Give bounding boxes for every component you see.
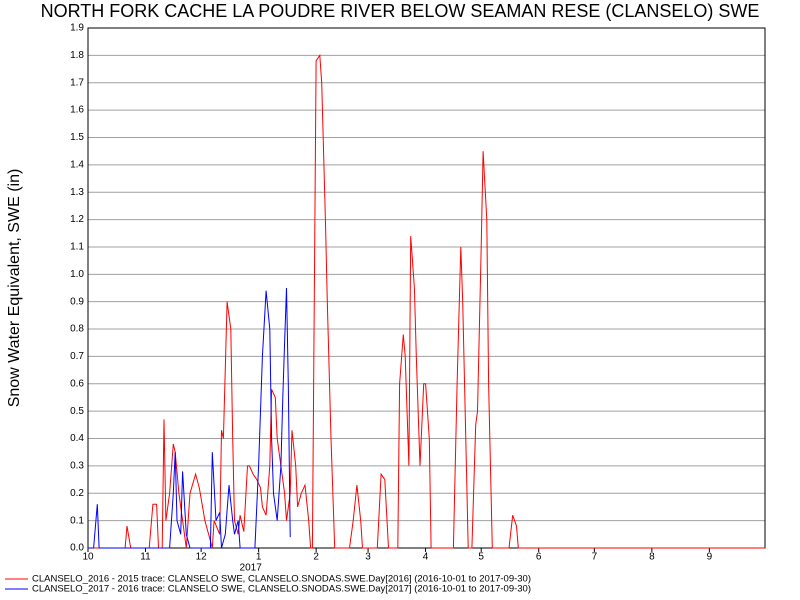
x-tick-label: 10 bbox=[82, 552, 94, 563]
x-year-label: 2017 bbox=[240, 563, 263, 574]
y-tick-label: 1.2 bbox=[70, 214, 84, 225]
series-line bbox=[88, 53, 765, 549]
y-tick-label: 0.5 bbox=[70, 406, 84, 417]
y-tick-label: 1.5 bbox=[70, 132, 84, 143]
plot-frame bbox=[87, 27, 766, 549]
y-tick-label: 1.8 bbox=[70, 50, 84, 61]
y-tick-label: 1.9 bbox=[70, 23, 84, 34]
x-tick-label: 2 bbox=[313, 552, 319, 563]
series-line bbox=[88, 287, 291, 549]
y-tick-label: 1.0 bbox=[70, 269, 84, 280]
y-tick-label: 0.9 bbox=[70, 296, 84, 307]
x-tick-label: 3 bbox=[365, 552, 371, 563]
y-tick-label: 0.2 bbox=[70, 488, 84, 499]
y-axis-label: Snow Water Equivalent, SWE (in) bbox=[6, 169, 23, 408]
x-tick-label: 11 bbox=[140, 552, 151, 563]
legend-label: CLANSELO_2016 - 2015 trace: CLANSELO SWE… bbox=[32, 574, 531, 585]
y-tick-label: 1.4 bbox=[70, 159, 84, 170]
y-tick-label: 1.7 bbox=[70, 77, 84, 88]
y-tick-label: 1.3 bbox=[70, 187, 84, 198]
y-tick-label: 0.3 bbox=[70, 461, 84, 472]
x-tick-label: 4 bbox=[423, 552, 429, 563]
y-tick-label: 0.7 bbox=[70, 351, 84, 362]
y-tick-label: 1.6 bbox=[70, 105, 84, 116]
chart-title: NORTH FORK CACHE LA POUDRE RIVER BELOW S… bbox=[41, 1, 760, 21]
x-tick-label: 1 bbox=[256, 552, 262, 563]
y-tick-label: 0.1 bbox=[70, 515, 84, 526]
y-tick-label: 0.8 bbox=[70, 324, 84, 335]
y-tick-label: 0.6 bbox=[70, 378, 84, 389]
x-tick-label: 8 bbox=[649, 552, 655, 563]
x-tick-label: 7 bbox=[592, 552, 598, 563]
y-tick-label: 0.0 bbox=[70, 543, 84, 554]
x-tick-label: 9 bbox=[707, 552, 713, 563]
x-tick-label: 12 bbox=[196, 552, 208, 563]
y-tick-label: 1.1 bbox=[70, 242, 84, 253]
y-tick-label: 0.4 bbox=[70, 433, 84, 444]
legend-label: CLANSELO_2017 - 2016 trace: CLANSELO SWE… bbox=[32, 584, 531, 595]
x-tick-label: 5 bbox=[478, 552, 484, 563]
x-tick-label: 6 bbox=[536, 552, 542, 563]
